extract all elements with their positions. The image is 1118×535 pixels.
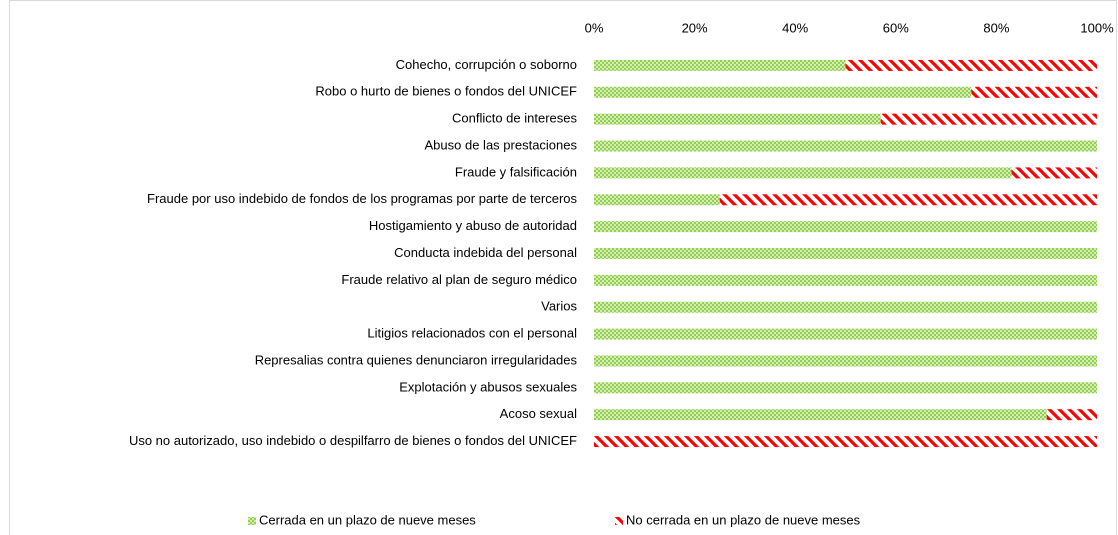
bar-segment [594, 355, 1097, 367]
x-tick-label: 60% [883, 20, 909, 35]
y-tick-label: Uso no autorizado, uso indebido o despil… [129, 433, 577, 448]
y-tick-label: Conflicto de intereses [452, 111, 578, 126]
y-tick-label: Acoso sexual [500, 406, 577, 421]
x-tick-label: 40% [782, 20, 808, 35]
bar-segment [1046, 409, 1097, 421]
x-tick-label: 0% [585, 20, 604, 35]
y-tick-label: Fraude y falsificación [455, 164, 577, 179]
bar-segment [971, 86, 1097, 98]
y-tick-label: Conducta indebida del personal [394, 245, 577, 260]
bar-segment [594, 86, 972, 98]
chart-frame [9, 0, 1117, 535]
bar-segment [594, 221, 1097, 233]
legend-label: Cerrada en un plazo de nueve meses [259, 512, 476, 527]
bar-segment [594, 301, 1097, 313]
x-tick-label: 20% [682, 20, 708, 35]
y-tick-label: Fraude relativo al plan de seguro médico [341, 272, 577, 287]
y-tick-label: Robo o hurto de bienes o fondos del UNIC… [315, 84, 577, 99]
x-tick-label: 80% [983, 20, 1009, 35]
legend-label: No cerrada en un plazo de nueve meses [626, 512, 861, 527]
bar-segment [594, 274, 1097, 286]
bar-segment [594, 409, 1047, 421]
legend-swatch [248, 517, 256, 525]
bar-segment [594, 140, 1097, 152]
bar-segment [594, 113, 881, 125]
y-tick-label: Abuso de las prestaciones [425, 137, 578, 152]
y-tick-label: Explotación y abusos sexuales [399, 379, 577, 394]
bar-segment [594, 436, 1097, 448]
bar-segment [594, 194, 720, 206]
x-tick-label: 100% [1080, 20, 1114, 35]
y-tick-label: Represalias contra quienes denunciaron i… [255, 352, 578, 367]
bar-segment [1011, 167, 1097, 179]
bar-segment [594, 248, 1097, 259]
bar-segment [719, 194, 1097, 206]
bar-segment [594, 382, 1097, 394]
y-tick-label: Hostigamiento y abuso de autoridad [369, 218, 577, 233]
y-tick-label: Cohecho, corrupción o soborno [396, 57, 577, 72]
bar-segment [594, 59, 846, 71]
legend-swatch [615, 517, 623, 525]
bar-segment [845, 59, 1097, 71]
y-tick-label: Litigios relacionados con el personal [367, 326, 577, 341]
y-tick-label: Fraude por uso indebido de fondos de los… [147, 191, 577, 206]
bar-segment [594, 328, 1097, 340]
bar-segment [594, 167, 1012, 179]
y-tick-label: Varios [541, 299, 577, 314]
bar-segment [880, 113, 1097, 125]
